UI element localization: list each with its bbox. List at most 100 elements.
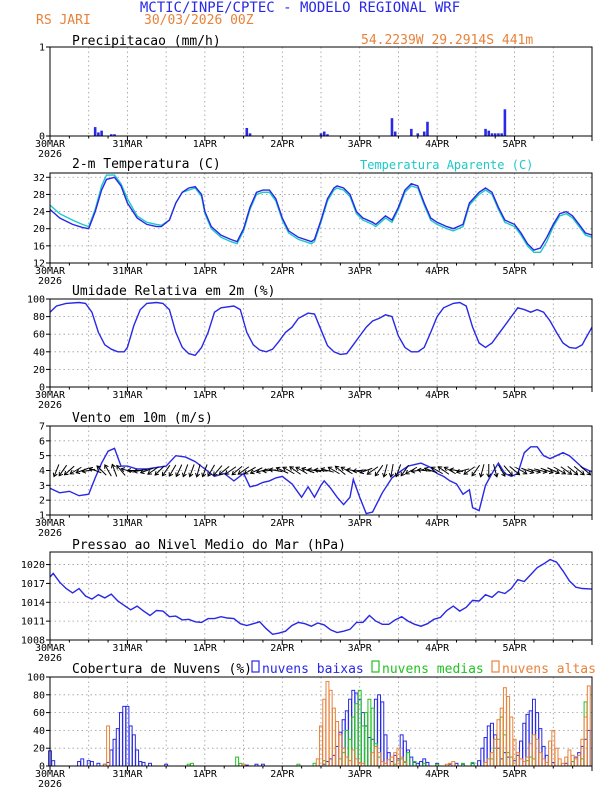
wind-arrow [388, 464, 394, 478]
wind-arrow-shaft [493, 464, 498, 477]
wind-arrow-head [104, 464, 109, 469]
wind-arrow [218, 465, 230, 476]
wind-arrow-head [154, 471, 160, 476]
wind-arrow [560, 466, 573, 475]
wind-arrow-shaft [225, 466, 237, 475]
wind-arrow [547, 467, 561, 475]
wind-ytick-label: 4 [39, 466, 45, 477]
wind-arrow-head [231, 470, 237, 476]
pressure-xtick-label: 3APR [348, 643, 373, 654]
wind-arrow [154, 465, 165, 476]
wind-arrow-head [586, 470, 592, 476]
wind-arrow-shaft [367, 466, 379, 475]
wind-arrow-head [437, 466, 443, 471]
temp-ytick-label: 32 [33, 173, 45, 184]
wind-arrow-head [374, 471, 380, 477]
wind-arrow-head [289, 466, 294, 471]
clouds-xtick-label: 31MAR [112, 769, 143, 780]
wind-arrow [132, 468, 147, 474]
precip-year-label: 2026 [38, 149, 62, 160]
wind-arrow-shaft [295, 466, 308, 475]
wind-arrow-shaft [282, 466, 295, 475]
precip-bar [393, 131, 397, 136]
cloud-bar-low [89, 761, 94, 767]
wind-arrow-shaft [189, 464, 195, 477]
cloud-bar-low [380, 701, 385, 767]
wind-arrow-head [58, 471, 64, 477]
cloud-bar-high [580, 738, 585, 767]
panel-pressure: Pressao ao Nivel Medio do Mar (hPa) 1008… [21, 538, 593, 664]
cloud-bar-high [564, 756, 569, 767]
wind-arrow [359, 467, 373, 475]
cloud-bar-high [570, 754, 575, 767]
rh-ytick-label: 100 [27, 295, 45, 306]
cloud-bar-high [348, 760, 352, 767]
wind-arrow-head [478, 472, 484, 478]
wind-arrow-shaft [301, 467, 315, 474]
cloud-bar-low [80, 758, 85, 767]
wind-arrow-shaft [321, 468, 334, 473]
rh-year-label: 2026 [38, 400, 62, 411]
precip-ytick-label: 1 [39, 43, 45, 54]
wind-arrow [147, 466, 159, 475]
temp-xtick-label: 3APR [348, 266, 373, 277]
pressure-xtick-label: 5APR [503, 643, 528, 654]
precip-bar [248, 133, 252, 136]
wind-arrow-head [359, 469, 365, 475]
legend-high-label: nuvens altas [502, 662, 596, 677]
wind-arrow-shaft [417, 469, 431, 472]
wind-arrow-shaft [503, 465, 513, 476]
wind-arrow-head [75, 469, 81, 475]
clouds-frame [49, 676, 593, 767]
wind-arrow-head [181, 472, 187, 478]
wind-arrow-shaft [175, 464, 183, 477]
cloud-bar-low [483, 737, 488, 767]
wind-arrow-shaft [182, 464, 189, 477]
wind-arrow [443, 466, 456, 475]
wind-arrow-shaft [573, 465, 585, 476]
cloud-bar-low [112, 738, 117, 767]
clouds-ytick-label: 0 [39, 762, 45, 773]
temp-ytick-label: 20 [33, 224, 45, 235]
wind-arrow-head [548, 469, 554, 475]
wind-arrow-shaft [390, 464, 394, 477]
cloud-bar-low [480, 747, 485, 767]
wind-arrow-head [81, 468, 87, 474]
rh-ytick-label: 80 [33, 312, 45, 323]
wind-arrow-shaft [437, 466, 450, 475]
wind-arrow-head [508, 471, 513, 477]
wind-arrow-shaft [431, 466, 444, 475]
wind-arrow-shaft [231, 465, 243, 476]
wind-arrow-shaft [521, 467, 534, 474]
wind-arrow-head [213, 471, 218, 477]
wind-arrow [416, 467, 431, 473]
wind-arrow-shaft [424, 467, 437, 474]
clouds-xtick-label: 5APR [503, 769, 528, 780]
wind-arrow [334, 465, 346, 476]
wind-arrow-shaft [104, 464, 112, 477]
cloud-bar-mid [360, 725, 365, 767]
wind-arrow-head [243, 469, 249, 475]
cloud-bar-high [577, 754, 582, 767]
wind-arrow-head [147, 470, 152, 475]
pressure-ytick-label: 1014 [21, 598, 45, 609]
precip-xtick-label: 5APR [503, 139, 528, 150]
wind-arrow-head [573, 470, 579, 476]
wind-arrow-head [88, 466, 94, 472]
cloud-bar-high [106, 725, 111, 767]
precip-bar [410, 128, 413, 136]
wind-arrow-shaft [400, 464, 410, 477]
wind-arrow-shaft [269, 468, 283, 473]
cloud-bar-high [341, 747, 346, 767]
cloud-bar-low [477, 760, 482, 767]
wind-arrow-shaft [328, 466, 340, 475]
pressure-xtick-label: 31MAR [112, 643, 143, 654]
temp-legend-apparent: Temperatura Aparente (C) [360, 158, 533, 172]
cloud-bar-low [383, 734, 388, 767]
precip-ytick-label: 0 [39, 132, 45, 143]
wind-arrow-head [313, 467, 319, 473]
wind-arrow [295, 466, 308, 475]
wind-xtick-label: 1APR [193, 518, 218, 529]
rh-xtick-label: 5APR [503, 390, 528, 401]
temp-xtick-label: 5APR [503, 266, 528, 277]
